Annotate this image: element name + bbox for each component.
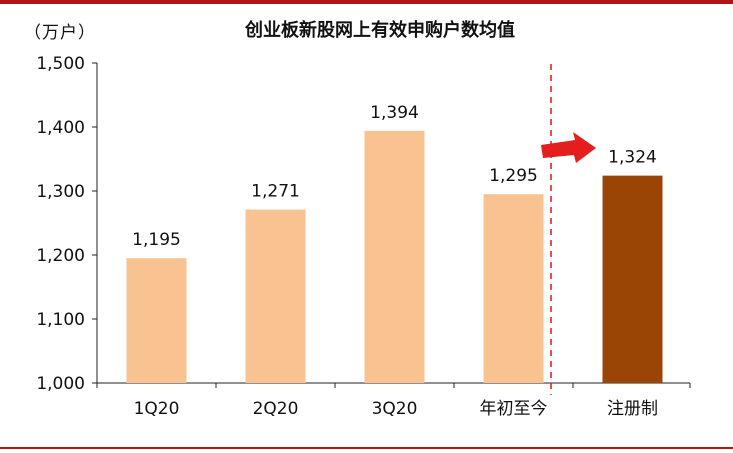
chart-title: 创业板新股网上有效申购户数均值 [245,20,515,41]
data-label: 1,324 [608,148,657,168]
top-rule [0,0,733,4]
x-tick-label: 1Q20 [134,399,180,419]
y-tick-label: 1,000 [36,374,85,394]
bar [483,194,544,383]
y-tick-label: 1,400 [36,118,85,138]
y-tick-label: 1,200 [36,246,85,266]
y-tick-label: 1,100 [36,310,85,330]
x-tick-label: 3Q20 [372,399,418,419]
x-tick-label: 注册制 [607,399,658,419]
bar [126,258,187,383]
x-tick-label: 年初至今 [480,399,548,419]
bars [126,130,663,383]
y-tick-label: 1,500 [36,54,85,74]
data-label: 1,394 [370,103,419,123]
y-unit-label: （万户） [24,23,96,43]
data-label: 1,295 [489,166,538,186]
data-label: 1,195 [132,230,181,250]
value-labels: 1,195 1,271 1,394 1,295 1,324 [132,103,657,250]
x-tick-label: 2Q20 [253,399,299,419]
y-tick-label: 1,300 [36,182,85,202]
bottom-rule [0,447,733,449]
bar [245,209,306,383]
annotations [541,64,596,395]
bar [364,130,425,383]
bar [602,175,663,383]
data-label: 1,271 [251,182,300,202]
highlight-arrow-icon [541,132,596,163]
